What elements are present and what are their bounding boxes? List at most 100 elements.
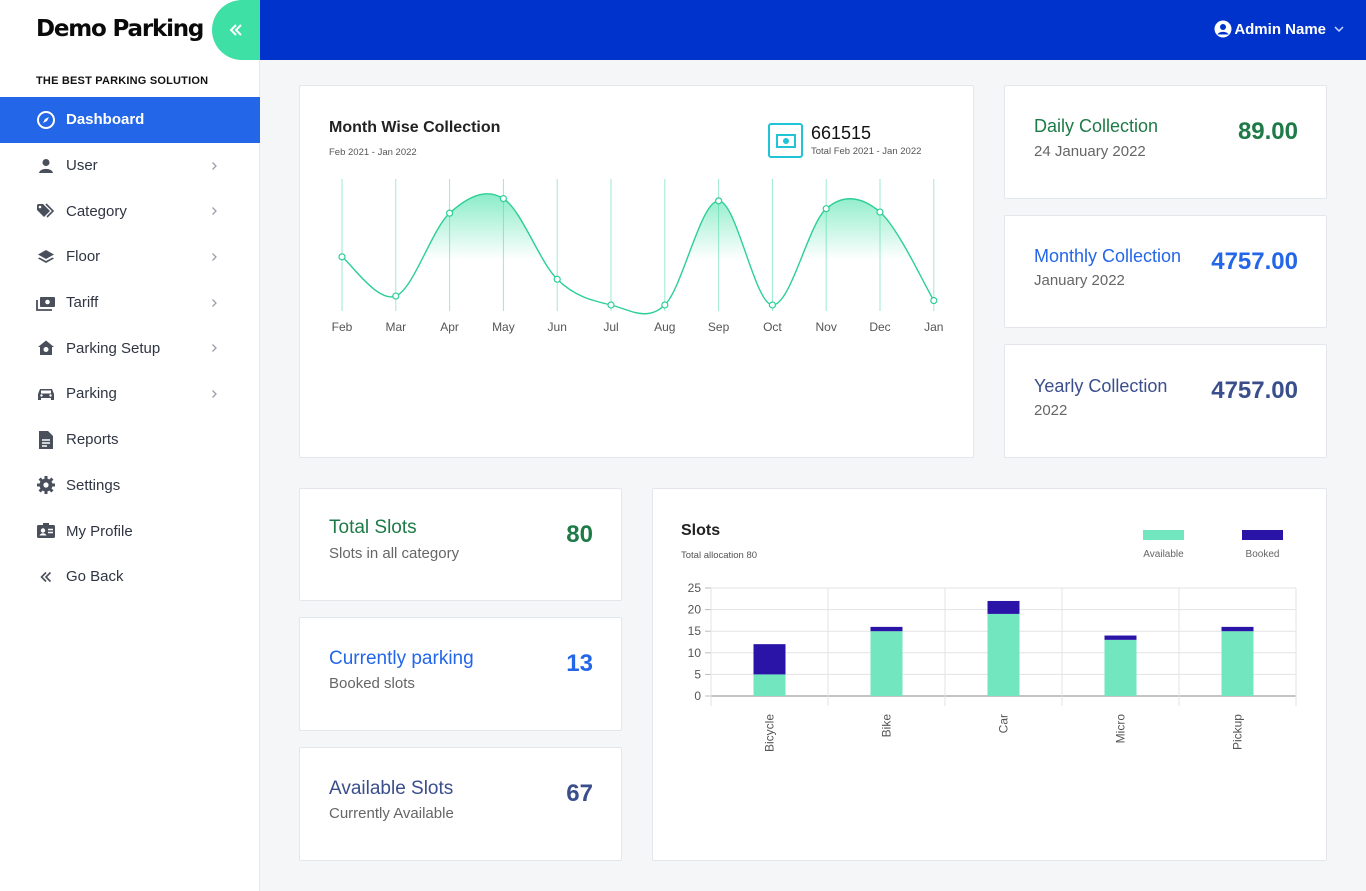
x-tick-label: Feb (332, 320, 353, 334)
sidebar-item-my-profile[interactable]: My Profile (0, 508, 260, 554)
bar-booked[interactable] (987, 600, 1020, 614)
sidebar-item-label: Floor (66, 248, 101, 266)
gear-icon (36, 475, 56, 495)
daily-collection-card: Daily Collection 24 January 2022 89.00 (1004, 85, 1327, 199)
total-slots-subtitle: Slots in all category (329, 545, 460, 562)
bar-available[interactable] (987, 613, 1020, 696)
x-tick-label: Oct (763, 320, 782, 334)
current-parking-card: Currently parking Booked slots 13 (299, 617, 622, 731)
car-icon (36, 384, 56, 404)
sidebar-item-reports[interactable]: Reports (0, 417, 260, 463)
bar-available[interactable] (1104, 639, 1137, 696)
chevron-right-icon (212, 298, 217, 307)
chevron-down-icon (1334, 26, 1344, 33)
available-slots-title: Available Slots (329, 778, 454, 799)
bar-available[interactable] (753, 674, 786, 696)
data-point[interactable] (876, 208, 884, 216)
sidebar-item-label: Go Back (66, 568, 124, 586)
user-circle-icon (1214, 20, 1232, 38)
current-parking-value: 13 (566, 650, 593, 677)
sidebar-item-label: User (66, 157, 98, 175)
current-parking-subtitle: Booked slots (329, 675, 415, 692)
x-tick-label: Sep (708, 320, 730, 334)
x-tick-label: Mar (385, 320, 406, 334)
legend-available-swatch (1143, 530, 1184, 540)
double-chevron-left-icon (229, 24, 242, 36)
sidebar-item-category[interactable]: Category (0, 188, 260, 234)
sidebar-item-user[interactable]: User (0, 143, 260, 189)
bar-available[interactable] (1221, 631, 1254, 696)
total-slots-value: 80 (566, 521, 593, 548)
sidebar-item-label: Parking Setup (66, 339, 161, 357)
layers-icon (36, 247, 56, 267)
current-parking-title: Currently parking (329, 648, 474, 669)
sidebar-item-parking-setup[interactable]: Parking Setup (0, 325, 260, 371)
yearly-collection-card: Yearly Collection 2022 4757.00 (1004, 344, 1327, 458)
sidebar-item-parking[interactable]: Parking (0, 371, 260, 417)
x-tick-label: Jan (924, 320, 943, 334)
area-fill (342, 193, 934, 314)
slots-chart-subtitle: Total allocation 80 (681, 550, 758, 561)
chevron-right-icon (212, 390, 217, 398)
compass-icon (36, 110, 56, 130)
sidebar-item-label: Dashboard (66, 111, 145, 129)
data-point[interactable] (338, 253, 346, 261)
yearly-value: 4757.00 (1211, 377, 1298, 404)
chevron-right-icon (212, 344, 217, 353)
y-tick-label: 10 (688, 646, 702, 660)
sidebar-item-go-back[interactable]: Go Back (0, 554, 260, 600)
brand: Demo Parking (0, 0, 260, 62)
slots-bar-chart: 0 5 10 15 20 25 Bicycle Bike Car Micro Pickup (688, 581, 1297, 752)
x-tick-label: Micro (1114, 714, 1128, 744)
collapse-sidebar-button[interactable] (212, 0, 260, 60)
total-slots-title: Total Slots (329, 517, 417, 538)
legend-available-label: Available (1143, 549, 1184, 560)
sidebar-item-settings[interactable]: Settings (0, 463, 260, 509)
data-point[interactable] (499, 195, 507, 203)
chevron-right-icon (212, 252, 217, 261)
data-point[interactable] (715, 197, 723, 205)
data-point[interactable] (446, 209, 454, 217)
bar-booked[interactable] (870, 626, 903, 632)
monthly-subtitle: January 2022 (1034, 272, 1125, 289)
daily-subtitle: 24 January 2022 (1034, 143, 1146, 160)
series-line (341, 193, 935, 315)
admin-menu[interactable]: Admin Name (1214, 20, 1344, 38)
legend-available: Available (1143, 530, 1184, 560)
data-point[interactable] (661, 301, 669, 309)
available-slots-card: Available Slots Currently Available 67 (299, 747, 622, 861)
home-gear-icon (36, 338, 56, 358)
total-collection-label: Total Feb 2021 - Jan 2022 (811, 146, 922, 157)
daily-value: 89.00 (1237, 118, 1298, 145)
sidebar-item-dashboard[interactable]: Dashboard (0, 97, 260, 143)
legend-booked-swatch (1242, 530, 1283, 540)
sidebar-item-floor[interactable]: Floor (0, 234, 260, 280)
x-tick-label: Car (997, 714, 1011, 733)
slots-chart-title: Slots (681, 522, 721, 539)
bar-booked[interactable] (1221, 626, 1254, 632)
money-icon (768, 123, 803, 158)
id-card-icon (36, 521, 56, 541)
sidebar-item-tariff[interactable]: Tariff (0, 280, 260, 326)
sidebar: Demo Parking THE BEST PARKING SOLUTION D… (0, 0, 260, 891)
data-point[interactable] (822, 205, 830, 213)
month-collection-chart: Feb Mar Apr May Jun Jul Aug Sep Oct Nov Dec Jan (332, 179, 943, 334)
x-tick-label: Bicycle (763, 714, 777, 752)
sidebar-item-label: Reports (66, 431, 119, 449)
daily-title: Daily Collection (1034, 116, 1159, 136)
data-point[interactable] (607, 301, 615, 309)
bar-available[interactable] (870, 631, 903, 696)
bar-booked[interactable] (753, 644, 786, 675)
total-collection-value: 661515 (811, 123, 872, 143)
x-tick-label: Dec (869, 320, 890, 334)
y-tick-label: 5 (694, 667, 701, 681)
data-point[interactable] (768, 301, 776, 309)
month-collection-card: Month Wise Collection Feb 2021 - Jan 202… (299, 85, 974, 458)
total-slots-card: Total Slots Slots in all category 80 (299, 488, 622, 601)
bar-booked[interactable] (1104, 635, 1137, 640)
data-point[interactable] (930, 296, 938, 305)
data-point[interactable] (392, 292, 400, 300)
document-icon (36, 430, 56, 450)
data-point[interactable] (553, 275, 561, 283)
chevron-right-icon (212, 207, 217, 216)
